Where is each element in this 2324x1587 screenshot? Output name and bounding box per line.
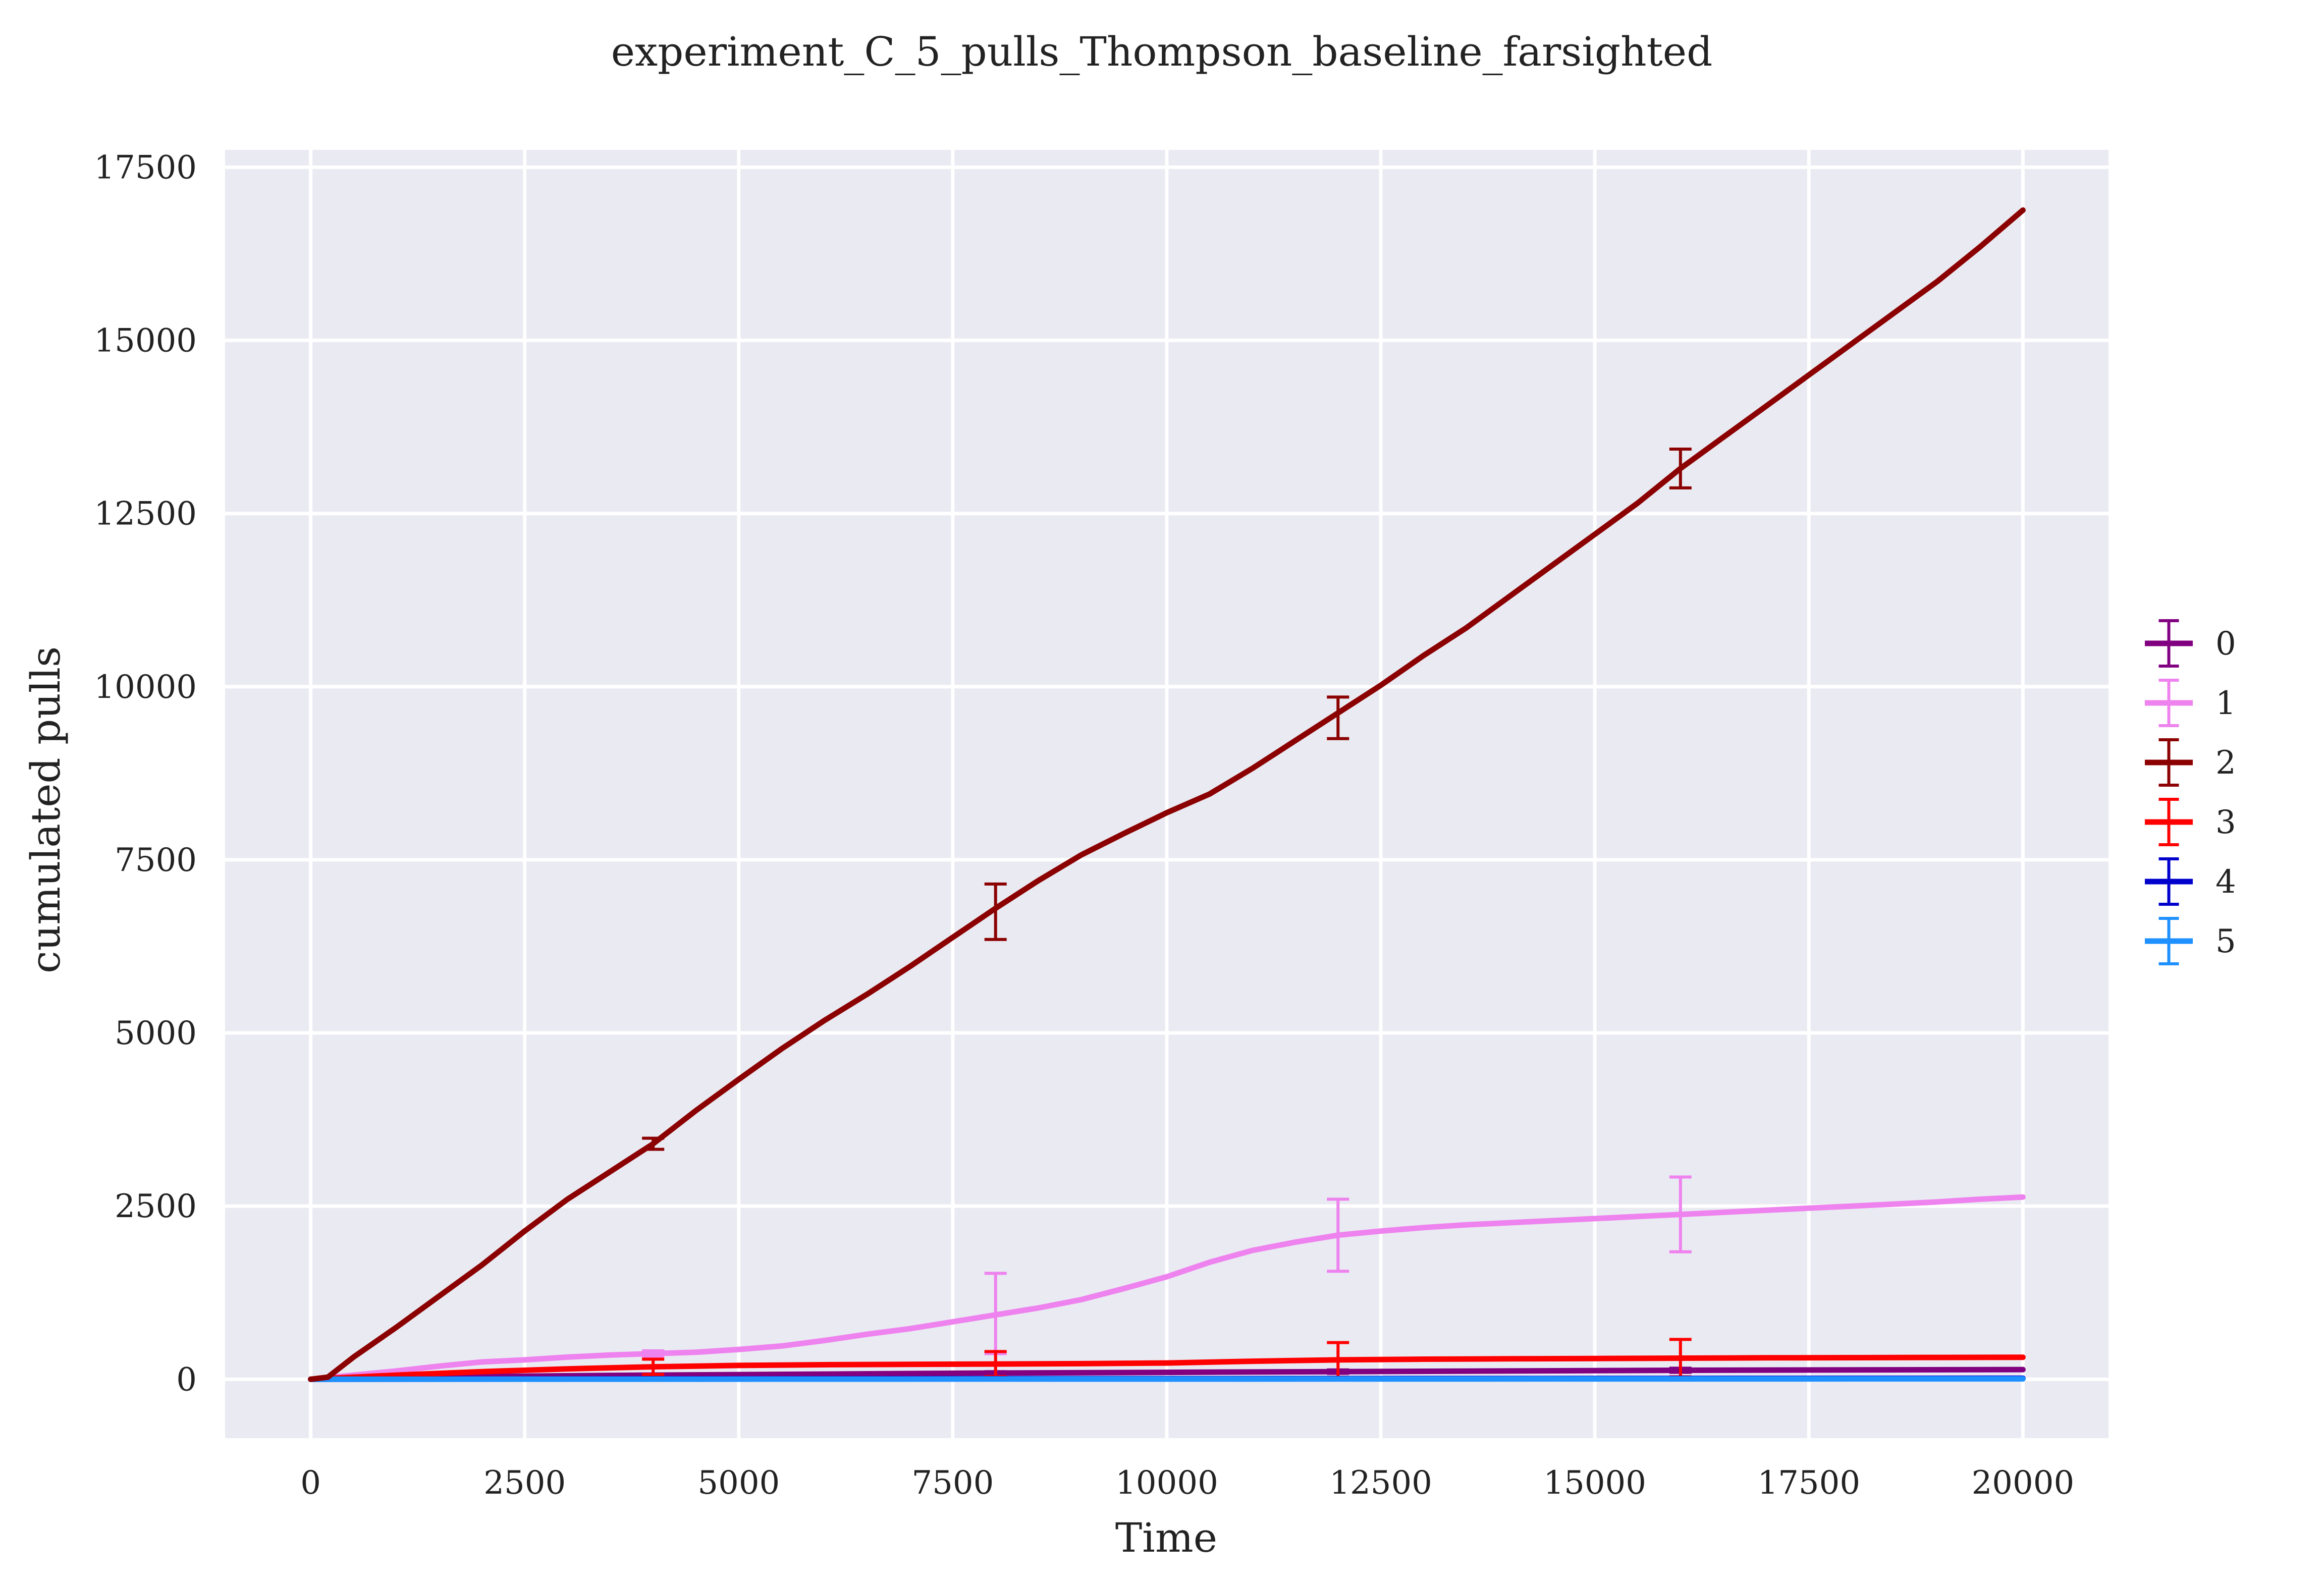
x-tick-label: 0: [300, 1464, 321, 1502]
y-tick-label: 12500: [94, 496, 197, 533]
y-tick-labels: 0 2500 5000 7500 10000 12500 15000 17500: [94, 149, 197, 1398]
errorbar: [984, 882, 1007, 941]
legend-item-5: 5: [2145, 917, 2236, 965]
series-1: [308, 1175, 2026, 1382]
series-line-5: [308, 1376, 2026, 1382]
y-tick-label: 0: [176, 1361, 197, 1398]
x-tick-label: 10000: [1115, 1464, 1218, 1502]
series-3: [308, 1338, 2026, 1382]
series-2: [308, 207, 2026, 1382]
x-tick-label: 12500: [1329, 1464, 1432, 1502]
series-line-1: [308, 1194, 2026, 1382]
x-axis-label: Time: [1115, 1514, 1217, 1561]
x-tick-label: 7500: [911, 1464, 994, 1502]
y-tick-label: 10000: [94, 669, 197, 706]
series-line-2: [308, 207, 2026, 1382]
legend-item-1: 1: [2145, 679, 2236, 727]
errorbar: [1327, 1197, 1349, 1273]
series-layer: [308, 207, 2026, 1382]
legend-label: 4: [2215, 863, 2236, 901]
legend-label: 1: [2215, 685, 2236, 722]
legend-label: 3: [2215, 804, 2236, 841]
x-tick-label: 2500: [483, 1464, 566, 1502]
x-tick-label: 17500: [1757, 1464, 1860, 1502]
legend-item-2: 2: [2145, 738, 2236, 787]
errorbar: [642, 1136, 665, 1151]
errorbar: [984, 1377, 1007, 1381]
x-tick-labels: 0 2500 5000 7500 10000 12500 15000 17500 20000: [300, 1464, 2074, 1502]
errorbar: [642, 1377, 665, 1381]
legend-label: 2: [2215, 744, 2236, 782]
legend-item-3: 3: [2145, 798, 2236, 846]
legend-item-4: 4: [2145, 857, 2236, 906]
legend-item-0: 0: [2145, 619, 2236, 668]
y-axis-label: cumulated pulls: [22, 646, 69, 973]
series-line-3: [308, 1354, 2026, 1382]
legend: 0 1 2 3 4 5: [2145, 619, 2236, 965]
x-tick-label: 5000: [697, 1464, 780, 1502]
legend-label: 5: [2215, 923, 2236, 960]
errorbar: [1669, 1175, 1692, 1253]
x-tick-label: 20000: [1972, 1464, 2075, 1502]
errorbar: [642, 1357, 665, 1376]
y-tick-label: 5000: [115, 1015, 197, 1052]
x-tick-label: 15000: [1543, 1464, 1646, 1502]
errorbar: [1669, 447, 1692, 489]
y-tick-label: 17500: [94, 149, 197, 186]
chart-title: experiment_C_5_pulls_Thompson_baseline_f…: [611, 28, 1713, 75]
y-tick-label: 15000: [94, 322, 197, 359]
errorbar: [1327, 695, 1349, 740]
errorbar: [642, 1349, 665, 1358]
y-tick-label: 2500: [115, 1188, 197, 1225]
legend-label: 0: [2215, 625, 2236, 663]
y-tick-label: 7500: [115, 842, 197, 879]
